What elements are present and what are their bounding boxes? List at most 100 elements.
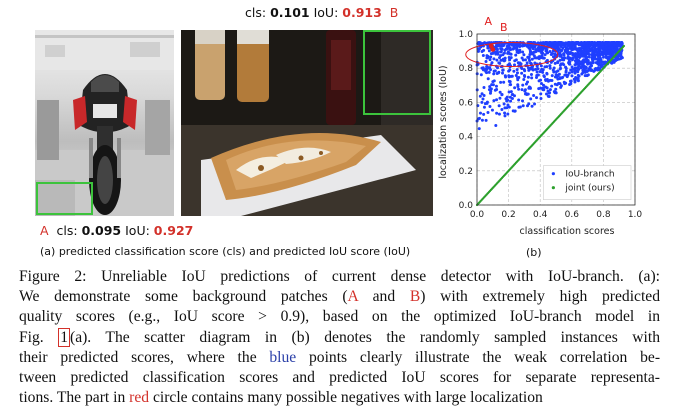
iou-branch-point	[529, 67, 533, 71]
subcaption-a: (a) predicted classification score (cls)…	[40, 245, 411, 258]
patch-b-box	[363, 30, 431, 115]
iou-branch-point	[566, 55, 570, 59]
iou-branch-point	[520, 71, 524, 75]
caption-line: Fig. 1 (a). The scatter diagram in (b) de…	[19, 327, 660, 348]
iou-branch-point	[600, 60, 604, 64]
iou-branch-point	[563, 73, 567, 77]
iou-branch-point	[559, 84, 563, 88]
iou-branch-point	[573, 66, 577, 70]
iou-branch-point	[563, 56, 567, 60]
iou-branch-point	[534, 56, 538, 60]
iou-branch-point	[536, 67, 540, 71]
iou-branch-point	[596, 68, 600, 72]
figure-ref-link[interactable]: 1	[58, 327, 70, 347]
iou-branch-point	[542, 74, 546, 78]
iou-branch-point	[592, 41, 596, 45]
iou-branch-point	[539, 97, 543, 101]
iou-branch-point	[512, 44, 516, 48]
iou-branch-point	[481, 97, 485, 101]
iou-branch-point	[597, 44, 601, 48]
iou-branch-point	[520, 88, 524, 92]
iou-branch-point	[517, 75, 521, 79]
iou-branch-point	[503, 74, 507, 78]
iou-branch-point	[596, 52, 600, 56]
iou-branch-point	[526, 75, 530, 79]
iou-branch-point	[515, 71, 519, 75]
iou-branch-point	[481, 68, 485, 72]
iou-branch-point	[574, 41, 578, 45]
iou-branch-point	[569, 82, 573, 86]
iou-branch-point	[508, 68, 512, 72]
iou-branch-point	[515, 50, 519, 54]
iou-branch-point	[577, 62, 581, 66]
iou-branch-point	[542, 56, 546, 60]
iou-branch-point	[575, 48, 579, 52]
iou-branch-point	[553, 41, 557, 45]
iou-branch-point	[501, 53, 505, 57]
iou-branch-point	[523, 69, 527, 73]
iou-branch-point	[521, 99, 525, 103]
iou-branch-point	[548, 66, 552, 70]
iou-branch-point	[567, 71, 571, 75]
iou-branch-point	[508, 52, 512, 56]
iou-branch-point	[549, 52, 553, 56]
caption-text: tween predicted classification scores an…	[19, 369, 660, 387]
legend-marker	[551, 172, 555, 176]
top-annotation: cls: 0.101 IoU: 0.913 B	[245, 5, 398, 20]
iou-branch-point	[489, 55, 493, 59]
iou-branch-point	[550, 84, 554, 88]
iou-branch-point	[542, 83, 546, 87]
iou-branch-point	[526, 92, 530, 96]
iou-branch-point	[494, 43, 498, 47]
iou-branch-point	[540, 54, 544, 58]
iou-branch-point	[518, 50, 522, 54]
iou-branch-point	[568, 57, 572, 61]
iou-branch-point	[495, 111, 499, 115]
caption-line: tween predicted classification scores an…	[19, 368, 660, 388]
iou-branch-point	[524, 82, 528, 86]
iou-branch-point	[603, 49, 607, 53]
iou-branch-point	[591, 61, 595, 65]
iou-branch-point	[535, 70, 539, 74]
iou-branch-point	[612, 51, 616, 55]
iou-label: IoU:	[313, 5, 339, 20]
iou-branch-point	[586, 46, 590, 50]
iou-branch-point	[517, 98, 521, 102]
iou-branch-point	[535, 64, 539, 68]
iou-branch-point	[545, 92, 549, 96]
iou-branch-point	[514, 73, 518, 77]
iou-branch-point	[588, 66, 592, 70]
iou-branch-point	[517, 87, 521, 91]
caption-line: their predicted scores, where the blue p…	[19, 348, 660, 368]
iou-branch-point	[610, 61, 614, 65]
iou-branch-point	[486, 46, 490, 50]
iou-branch-point	[498, 96, 502, 100]
iou-branch-point	[579, 66, 583, 70]
iou-branch-point	[532, 93, 536, 97]
iou-branch-point	[494, 84, 498, 88]
iou-branch-point	[562, 53, 566, 57]
y-tick-label: 0.2	[459, 167, 473, 177]
iou-branch-point	[494, 123, 498, 127]
iou-branch-point	[577, 54, 581, 58]
iou-branch-point	[500, 47, 504, 51]
caption-line: We demonstrate some background patches (…	[19, 287, 660, 307]
iou-branch-point	[488, 85, 492, 89]
iou-branch-point	[546, 42, 550, 46]
point-b-marker	[490, 46, 496, 52]
iou-branch-point	[497, 104, 501, 108]
iou-branch-point	[540, 51, 544, 55]
iou-branch-point	[477, 116, 481, 120]
pizza-photo	[181, 30, 433, 216]
iou-branch-point	[589, 41, 593, 45]
iou-branch-point	[564, 41, 568, 45]
iou-branch-point	[584, 55, 588, 59]
iou-branch-point	[495, 72, 499, 76]
caption-text: tions. The part in	[19, 389, 130, 407]
iou-branch-point	[480, 118, 484, 122]
iou-branch-point	[548, 88, 552, 92]
iou-branch-point	[563, 45, 567, 49]
iou-branch-point	[594, 61, 598, 65]
iou-branch-point	[486, 77, 490, 81]
iou-branch-point	[539, 82, 543, 86]
